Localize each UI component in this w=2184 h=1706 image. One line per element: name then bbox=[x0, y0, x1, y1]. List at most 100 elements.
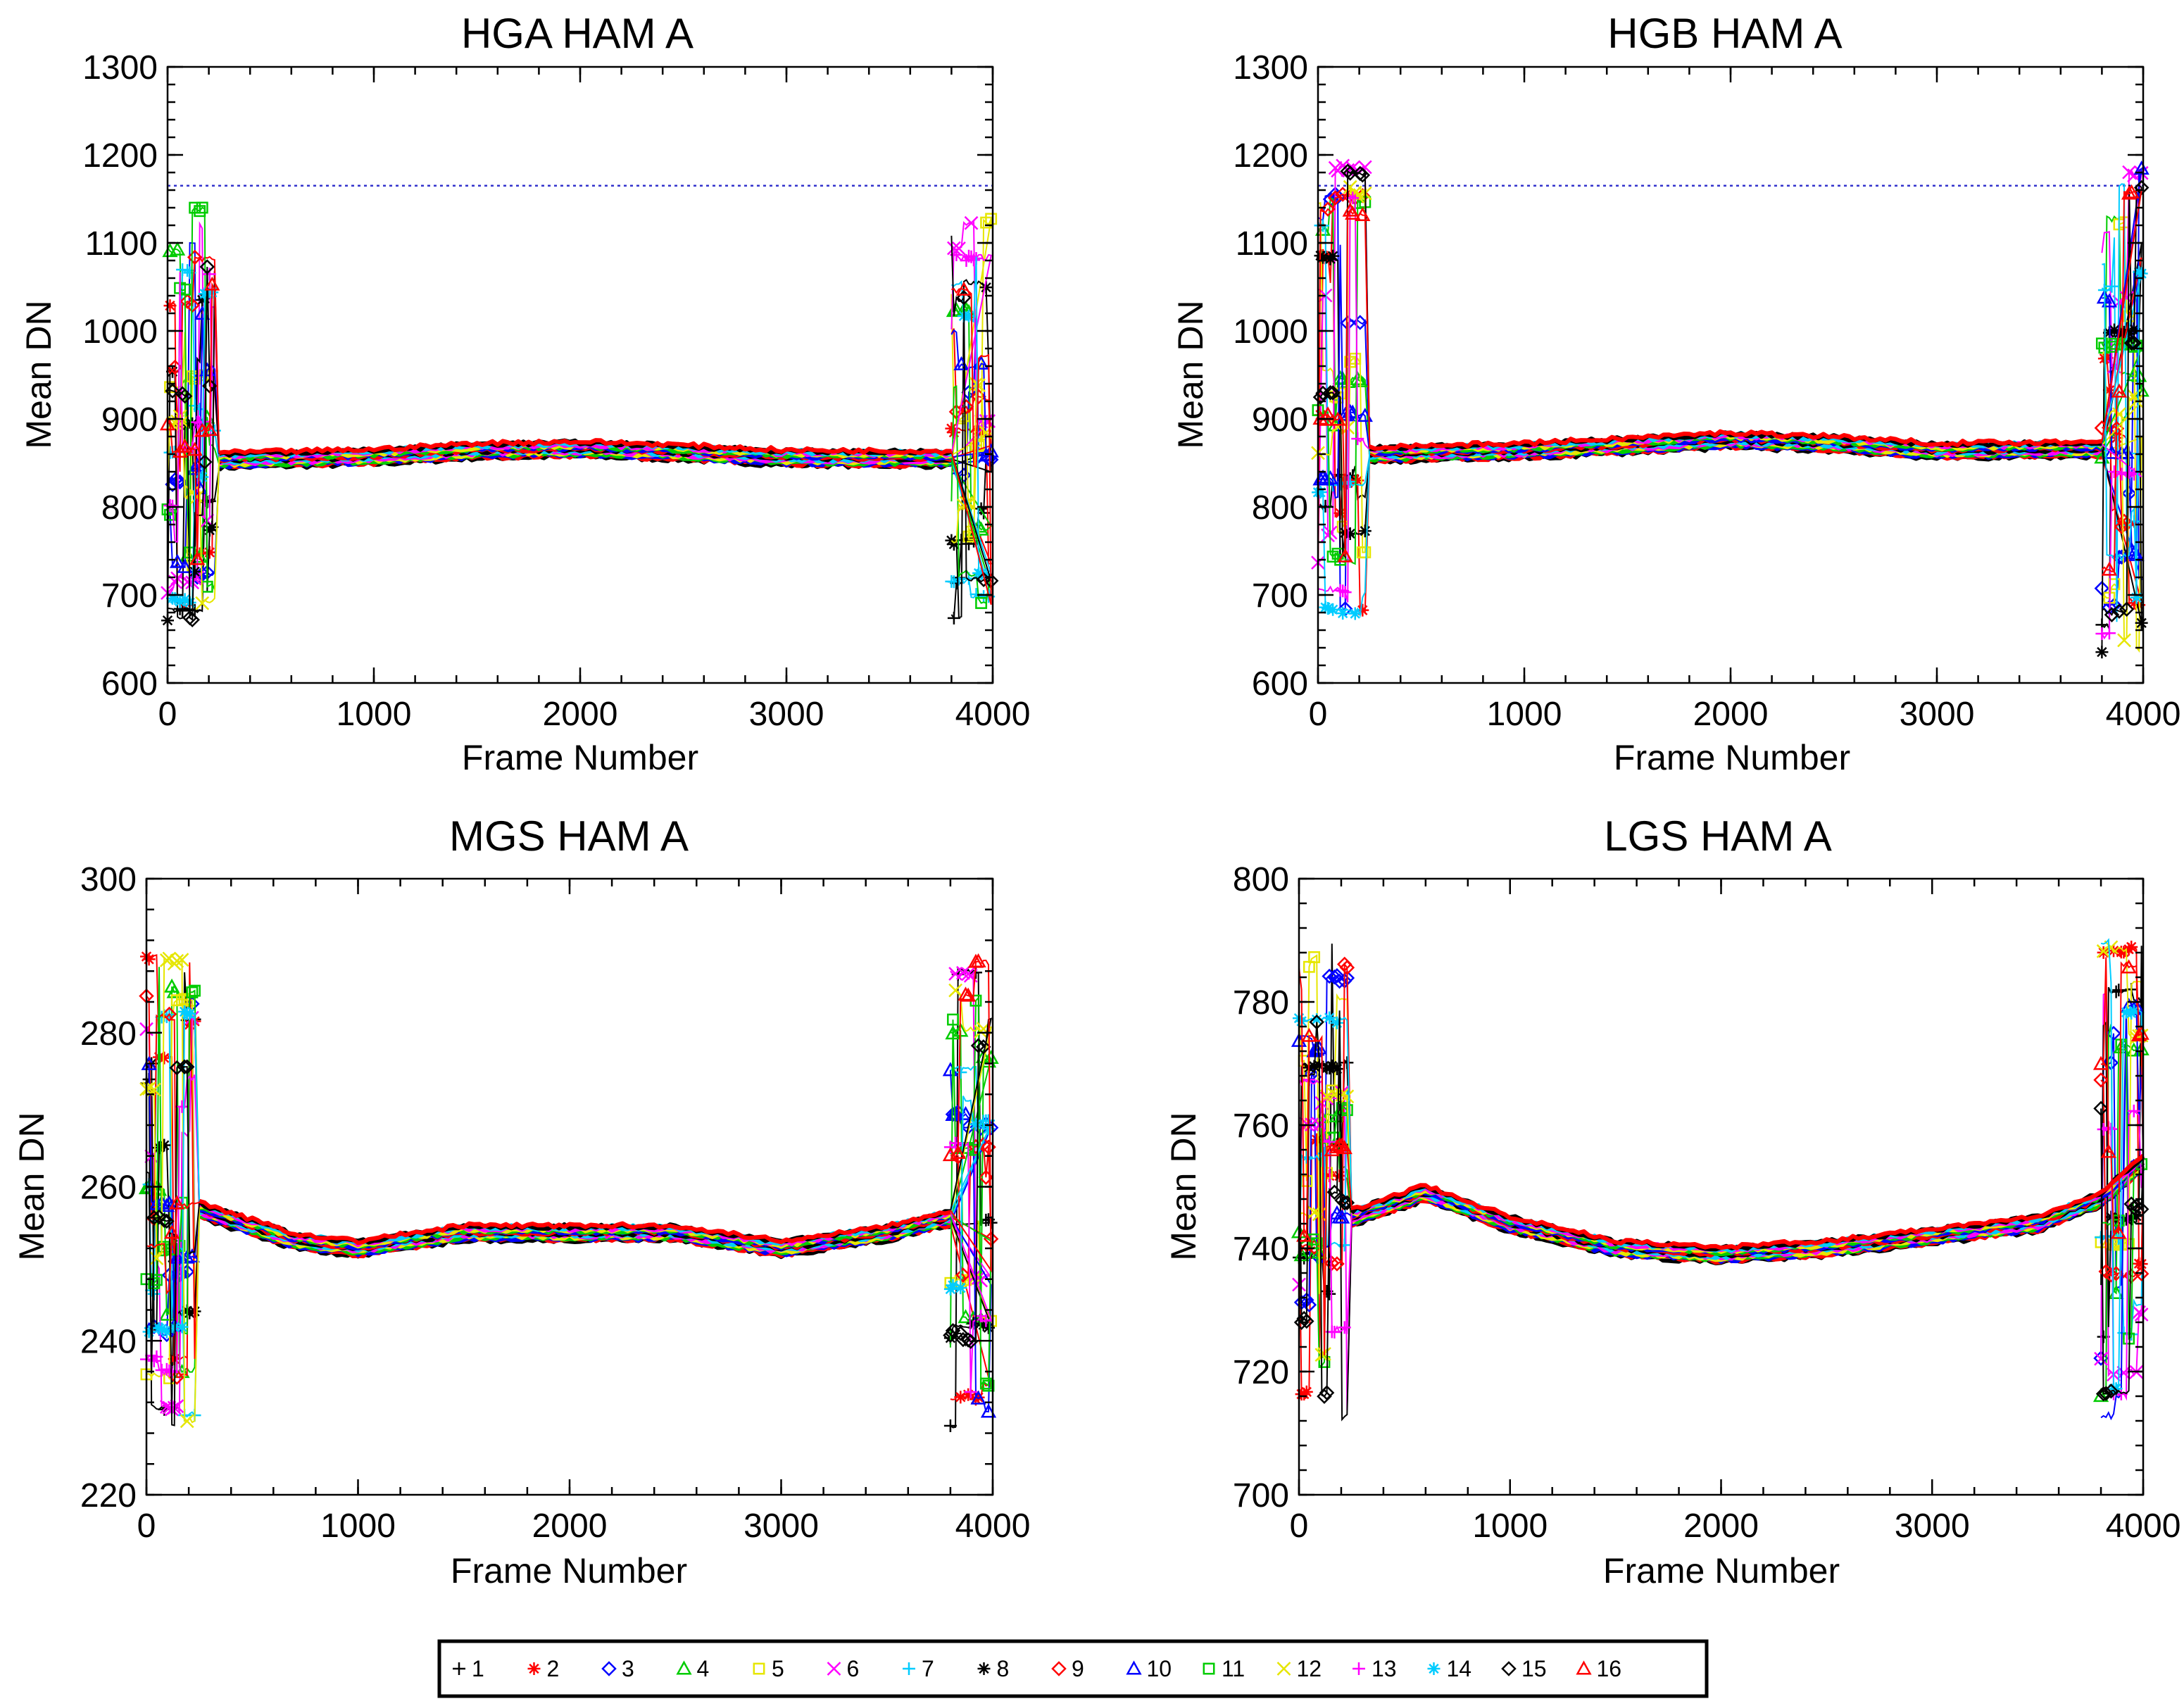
series-edge bbox=[1298, 1062, 1353, 1422]
series-edge bbox=[2101, 357, 2142, 608]
axis-ticks: 0 1000 2000 3000 4000 700 720 740 760 780 800 bbox=[1233, 861, 2180, 1545]
series-line bbox=[218, 438, 952, 456]
x-tick-label: 3000 bbox=[749, 696, 824, 733]
series-edge bbox=[2100, 1108, 2144, 1395]
y-tick-label: 900 bbox=[1252, 401, 1308, 439]
y-tick-label: 280 bbox=[80, 1015, 137, 1053]
series-16 bbox=[1312, 184, 2142, 576]
series-edge bbox=[1317, 244, 1371, 499]
plot-area bbox=[159, 184, 999, 627]
series-edge bbox=[1317, 221, 1371, 487]
x-tick-label: 0 bbox=[137, 1507, 156, 1545]
legend-label: 5 bbox=[772, 1656, 784, 1681]
plot-area bbox=[1291, 938, 2150, 1422]
series-edge bbox=[146, 1201, 200, 1295]
chart-title: HGB HAM A bbox=[1607, 10, 1842, 57]
legend-label: 6 bbox=[847, 1656, 860, 1681]
y-tick-label: 760 bbox=[1233, 1108, 1289, 1145]
y-tick-label: 240 bbox=[80, 1323, 137, 1360]
series-edge bbox=[950, 967, 993, 1429]
y-tick-label: 720 bbox=[1233, 1354, 1289, 1391]
x-tick-label: 0 bbox=[1290, 1507, 1309, 1545]
chart-title: LGS HAM A bbox=[1604, 813, 1831, 860]
legend-label: 8 bbox=[997, 1656, 1010, 1681]
legend-label: 11 bbox=[1222, 1656, 1245, 1681]
x-axis-label: Frame Number bbox=[1603, 1551, 1840, 1591]
series-edge bbox=[146, 955, 201, 1424]
legend-entry-14: 14 bbox=[1427, 1656, 1472, 1681]
panel-hga: HGA HAM A 0 1000 2000 3000 4000 600 700 800 900 1… bbox=[19, 10, 1030, 777]
x-tick-label: 2000 bbox=[1693, 696, 1769, 733]
y-tick-label: 800 bbox=[101, 489, 158, 527]
x-tick-label: 0 bbox=[158, 696, 177, 733]
legend-entry-2: 2 bbox=[527, 1656, 559, 1681]
series-edge bbox=[1317, 193, 1371, 603]
x-tick-label: 0 bbox=[1309, 696, 1328, 733]
y-tick-label: 300 bbox=[80, 861, 137, 898]
legend-label: 14 bbox=[1447, 1656, 1472, 1681]
series-edge bbox=[950, 256, 992, 578]
legend-label: 13 bbox=[1372, 1656, 1397, 1681]
series-edge bbox=[146, 1062, 201, 1326]
y-tick-label: 1200 bbox=[1233, 137, 1308, 175]
panel-lgs: LGS HAM A 0 1000 2000 3000 4000 700 720 740 760 7… bbox=[1164, 813, 2180, 1591]
y-tick-label: 220 bbox=[80, 1477, 137, 1514]
y-tick-label: 1000 bbox=[1233, 313, 1308, 351]
series-edge bbox=[2101, 215, 2142, 458]
y-tick-label: 1300 bbox=[1233, 49, 1308, 87]
series-edge bbox=[950, 385, 993, 604]
legend-label: 4 bbox=[697, 1656, 710, 1681]
y-tick-label: 900 bbox=[101, 401, 158, 439]
series-edge bbox=[167, 415, 220, 606]
y-axis-label: Mean DN bbox=[12, 1112, 51, 1260]
legend-entry-6: 6 bbox=[827, 1656, 860, 1681]
series-edge bbox=[949, 1017, 992, 1347]
y-tick-label: 1200 bbox=[82, 137, 158, 175]
series-edge bbox=[146, 1062, 201, 1426]
y-tick-label: 700 bbox=[101, 577, 158, 615]
series-edge bbox=[949, 1224, 992, 1400]
y-tick-label: 1000 bbox=[82, 313, 158, 351]
x-tick-label: 3000 bbox=[1900, 696, 1975, 733]
legend-entry-15: 15 bbox=[1501, 1656, 1547, 1681]
series-edge bbox=[950, 287, 992, 605]
y-tick-label: 600 bbox=[101, 665, 158, 703]
legend-box bbox=[437, 1639, 1709, 1698]
legend-entry-13: 13 bbox=[1353, 1656, 1397, 1681]
series-line bbox=[199, 1198, 951, 1246]
legend-label: 1 bbox=[472, 1656, 484, 1681]
series-edge bbox=[949, 989, 992, 1215]
plot-area bbox=[138, 950, 999, 1433]
x-tick-label: 4000 bbox=[955, 1507, 1031, 1545]
series-edge bbox=[2100, 938, 2144, 1390]
series-edge bbox=[950, 219, 992, 462]
series-line bbox=[1351, 1154, 2145, 1250]
series-edge bbox=[950, 235, 993, 583]
x-axis-label: Frame Number bbox=[451, 1551, 687, 1591]
legend-entry-8: 8 bbox=[977, 1656, 1010, 1681]
series-edge bbox=[950, 380, 992, 544]
series-edge bbox=[949, 1065, 992, 1219]
series-edge bbox=[950, 959, 992, 1273]
series-edge bbox=[949, 1096, 992, 1291]
legend-entry-3: 3 bbox=[601, 1656, 634, 1681]
x-tick-label: 4000 bbox=[2106, 1507, 2181, 1545]
plot-area bbox=[1311, 158, 2150, 659]
x-tick-label: 2000 bbox=[1683, 1507, 1759, 1545]
y-tick-label: 800 bbox=[1233, 861, 1289, 898]
y-tick-label: 740 bbox=[1233, 1231, 1289, 1268]
series-edge bbox=[146, 1010, 201, 1334]
legend-entry-1: 1 bbox=[453, 1656, 484, 1681]
series-edge bbox=[949, 1217, 992, 1338]
panel-hgb: HGB HAM A 0 1000 2000 3000 4000 600 700 800 900 1… bbox=[1171, 10, 2180, 777]
legend-entry-16: 16 bbox=[1576, 1656, 1621, 1681]
y-tick-label: 700 bbox=[1252, 577, 1308, 615]
y-tick-label: 700 bbox=[1233, 1477, 1289, 1514]
series-edge bbox=[167, 282, 220, 560]
series-line bbox=[1369, 429, 2102, 451]
legend-label: 7 bbox=[922, 1656, 934, 1681]
series-edge bbox=[167, 206, 220, 590]
y-axis-label: Mean DN bbox=[19, 300, 58, 449]
series-edge bbox=[167, 266, 220, 622]
